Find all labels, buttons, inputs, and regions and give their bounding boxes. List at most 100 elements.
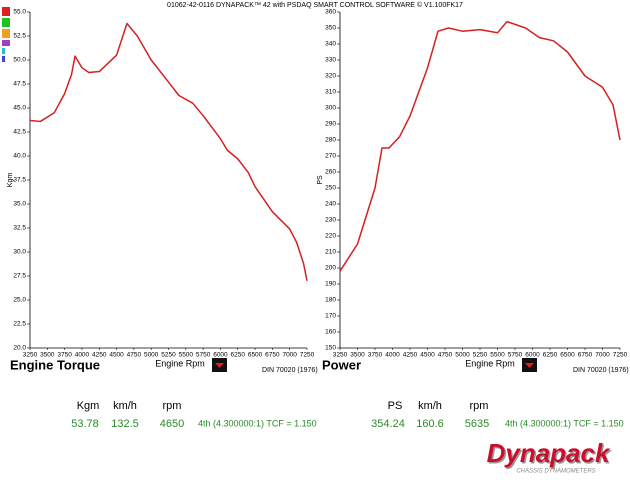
swatch: [2, 40, 10, 46]
x-tick-label: 7000: [595, 352, 610, 359]
y-tick-label: 32.5: [13, 225, 26, 232]
y-tick-label: 30.0: [13, 249, 26, 256]
y-tick-label: 240: [325, 201, 336, 208]
swatch: [2, 56, 5, 62]
header: 01062-42-0116 DYNAPACK™ 42 with PSDAQ SM…: [167, 1, 463, 9]
x-tick-label: 5000: [144, 352, 159, 359]
x-tick-label: 7000: [282, 352, 297, 359]
y-tick-label: 55.0: [13, 9, 26, 16]
y-tick-label: 45.0: [13, 105, 26, 112]
y-tick-label: 320: [325, 73, 336, 80]
y-tick-label: 360: [325, 9, 336, 16]
y-tick-label: 40.0: [13, 153, 26, 160]
readout-header: km/h: [113, 400, 137, 412]
rpm-dropdown[interactable]: [212, 358, 227, 372]
readout-header: km/h: [418, 400, 442, 412]
x-tick-label: 3750: [368, 352, 383, 359]
y-tick-label: 260: [325, 169, 336, 176]
x-tick-label: 4250: [403, 352, 418, 359]
y-tick-label: 340: [325, 41, 336, 48]
rpm-dropdown[interactable]: [522, 358, 537, 372]
y-tick-label: 280: [325, 137, 336, 144]
logo: Dynapack Dynapack CHASSIS DYNAMOMETERS: [487, 438, 613, 475]
swatch: [2, 18, 10, 27]
x-tick-label: 6250: [231, 352, 246, 359]
x-tick-label: 6250: [543, 352, 558, 359]
readout-value: 53.78: [71, 418, 99, 430]
x-tick-label: 4250: [92, 352, 107, 359]
y-tick-label: 160: [325, 329, 336, 336]
x-tick-label: 4500: [420, 352, 435, 359]
readout-header: rpm: [163, 400, 182, 412]
readout-header: rpm: [470, 400, 489, 412]
x-tick-label: 3250: [333, 352, 348, 359]
y-tick-label: 22.5: [13, 321, 26, 328]
x-tick-label: 4500: [109, 352, 124, 359]
y-tick-label: 27.5: [13, 273, 26, 280]
chart-title: Power: [322, 357, 361, 372]
x-tick-label: 3500: [40, 352, 55, 359]
x-tick-label: 6000: [525, 352, 540, 359]
y-tick-label: 50.0: [13, 57, 26, 64]
readout-value: 354.24: [371, 418, 405, 430]
y-tick-label: 200: [325, 265, 336, 272]
y-tick-label: 52.5: [13, 33, 26, 40]
chart-title: Engine Torque: [10, 357, 100, 372]
y-tick-label: 150: [325, 345, 336, 352]
y-tick-label: 270: [325, 153, 336, 160]
y-tick-label: 220: [325, 233, 336, 240]
y-tick-label: 47.5: [13, 81, 26, 88]
y-tick-label: 20.0: [13, 345, 26, 352]
standard-note: DIN 70020 (1976): [262, 367, 318, 374]
x-tick-label: 5500: [490, 352, 505, 359]
readout-value: 160.6: [416, 418, 444, 430]
x-tick-label: 5000: [455, 352, 470, 359]
logo-tagline: CHASSIS DYNAMOMETERS: [516, 469, 595, 475]
standard-note: DIN 70020 (1976): [573, 367, 629, 374]
y-tick-label: 170: [325, 313, 336, 320]
x-tick-label: 5750: [508, 352, 523, 359]
x-tick-label: 7250: [300, 352, 315, 359]
y-tick-label: 290: [325, 121, 336, 128]
y-tick-label: 210: [325, 249, 336, 256]
torque-line: [30, 24, 307, 322]
readout-value: 5635: [465, 418, 489, 430]
y-tick-label: 35.0: [13, 201, 26, 208]
x-tick-label: 3750: [57, 352, 72, 359]
x-tick-label: 3500: [350, 352, 365, 359]
x-tick-label: 5500: [179, 352, 194, 359]
y-tick-label: 190: [325, 281, 336, 288]
x-tick-label: 4750: [127, 352, 142, 359]
x-tick-label: 6500: [560, 352, 575, 359]
x-tick-label: 3250: [23, 352, 38, 359]
readout-value: 4650: [160, 418, 184, 430]
x-tick-label: 6750: [578, 352, 593, 359]
swatch: [2, 29, 10, 38]
x-tick-label: 5250: [161, 352, 176, 359]
x-tick-label: 6000: [213, 352, 228, 359]
x-tick-label: 4000: [75, 352, 90, 359]
x-tick-label: 5250: [473, 352, 488, 359]
readout-value: 132.5: [111, 418, 139, 430]
x-tick-label: 7250: [613, 352, 628, 359]
x-tick-label: 5750: [196, 352, 211, 359]
y-tick-label: 350: [325, 25, 336, 32]
x-tick-label: 4000: [385, 352, 400, 359]
swatch: [2, 48, 5, 54]
y-tick-label: 37.5: [13, 177, 26, 184]
torque-line: [339, 20, 621, 272]
swatch: [2, 7, 10, 16]
x-tick-label: 6750: [265, 352, 280, 359]
logo-shadow: Dynapack: [488, 439, 612, 469]
y-axis-label: PS: [317, 175, 324, 185]
x-axis-label: Engine Rpm: [465, 358, 515, 368]
readout-gear: 4th (4.300000:1) TCF = 1.150: [198, 418, 317, 428]
x-tick-label: 6500: [248, 352, 263, 359]
y-tick-label: 250: [325, 185, 336, 192]
readout-gear: 4th (4.300000:1) TCF = 1.150: [505, 418, 624, 428]
y-tick-label: 180: [325, 297, 336, 304]
x-axis-label: Engine Rpm: [155, 358, 205, 368]
y-tick-label: 300: [325, 105, 336, 112]
readout-header: Kgm: [77, 400, 100, 412]
